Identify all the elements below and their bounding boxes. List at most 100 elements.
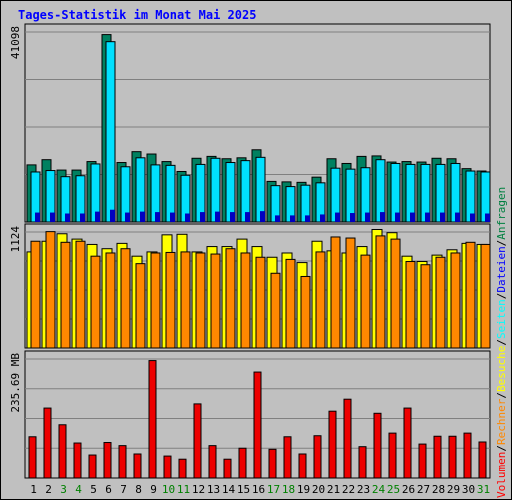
- bar-volumen-5: [88, 454, 97, 479]
- bar-dateien-28: [440, 212, 445, 222]
- bar-rechner-29: [450, 252, 461, 349]
- bar-dateien-29: [455, 212, 460, 222]
- bar-rechner-15: [240, 252, 251, 349]
- legend-rechner: Rechner: [495, 398, 508, 445]
- bar-volumen-23: [358, 446, 367, 479]
- bar-dateien-12: [200, 212, 205, 222]
- bar-volumen-18: [283, 436, 292, 479]
- x-tick-4: 4: [75, 483, 82, 496]
- x-tick-12: 12: [192, 483, 205, 496]
- x-tick-9: 9: [150, 483, 157, 496]
- bar-dateien-15: [245, 212, 250, 222]
- bar-volumen-2: [43, 407, 52, 479]
- bar-dateien-26: [410, 212, 415, 222]
- legend-volumen: Volumen: [495, 452, 508, 498]
- bar-rechner-11: [180, 251, 191, 349]
- bar-dateien-4: [80, 213, 85, 222]
- bar-volumen-14: [223, 458, 232, 479]
- bar-volumen-21: [328, 410, 337, 479]
- x-tick-14: 14: [222, 483, 236, 496]
- bar-rechner-27: [420, 264, 431, 349]
- bar-volumen-12: [193, 403, 202, 479]
- bar-volumen-29: [448, 435, 457, 479]
- bar-dateien-1: [35, 212, 40, 222]
- x-tick-6: 6: [105, 483, 112, 496]
- x-tick-16: 16: [252, 483, 265, 496]
- bar-dateien-18: [290, 215, 295, 222]
- bar-volumen-15: [238, 447, 247, 479]
- bar-dateien-21: [335, 212, 340, 222]
- bar-volumen-19: [298, 453, 307, 479]
- bar-dateien-20: [320, 214, 325, 222]
- bar-rechner-31: [480, 243, 491, 349]
- bar-volumen-7: [118, 445, 127, 479]
- bar-rechner-17: [270, 272, 281, 349]
- x-tick-20: 20: [312, 483, 325, 496]
- legend-separator: /: [495, 445, 508, 452]
- bar-volumen-1: [28, 436, 37, 479]
- bar-volumen-11: [178, 458, 187, 479]
- bar-volumen-24: [373, 412, 382, 479]
- bar-dateien-3: [65, 213, 70, 222]
- legend-seiten: Seiten: [495, 299, 508, 339]
- bar-dateien-17: [275, 215, 280, 222]
- legend: Volumen/Rechner/Besuche/Seiten/Dateien/A…: [495, 187, 508, 498]
- bar-volumen-25: [388, 432, 397, 479]
- bar-rechner-10: [165, 251, 176, 349]
- bar-rechner-7: [120, 248, 131, 349]
- bar-dateien-25: [395, 212, 400, 222]
- bar-dateien-13: [215, 211, 220, 222]
- legend-separator: /: [495, 339, 508, 346]
- bar-dateien-31: [485, 213, 490, 222]
- x-tick-26: 26: [402, 483, 415, 496]
- bar-volumen-17: [268, 448, 277, 479]
- bar-rechner-8: [135, 263, 146, 349]
- bar-dateien-24: [380, 212, 385, 222]
- bar-rechner-3: [60, 241, 71, 349]
- bar-volumen-13: [208, 445, 217, 479]
- x-tick-13: 13: [207, 483, 220, 496]
- bar-volumen-20: [313, 435, 322, 479]
- bar-seiten-6: [105, 41, 116, 223]
- chart-title: Tages-Statistik im Monat Mai 2025: [18, 8, 257, 22]
- x-tick-7: 7: [120, 483, 127, 496]
- bar-rechner-1: [30, 240, 41, 349]
- bar-rechner-19: [300, 275, 311, 349]
- bar-volumen-4: [73, 442, 82, 479]
- bar-volumen-8: [133, 453, 142, 479]
- bar-rechner-12: [195, 252, 206, 349]
- x-tick-28: 28: [432, 483, 445, 496]
- bar-rechner-16: [255, 256, 266, 349]
- bar-rechner-26: [405, 261, 416, 349]
- bar-rechner-21: [330, 236, 341, 349]
- bar-rechner-25: [390, 238, 401, 349]
- bar-rechner-24: [375, 235, 386, 349]
- bar-volumen-22: [343, 398, 352, 479]
- bar-volumen-16: [253, 371, 262, 479]
- bar-dateien-27: [425, 212, 430, 222]
- bar-dateien-19: [305, 215, 310, 222]
- x-tick-19: 19: [297, 483, 310, 496]
- legend-anfragen: Anfragen: [495, 187, 508, 240]
- x-tick-1: 1: [30, 483, 37, 496]
- bar-volumen-31: [478, 441, 487, 479]
- bar-volumen-3: [58, 424, 67, 479]
- x-tick-30: 30: [462, 483, 475, 496]
- bar-rechner-9: [150, 252, 161, 349]
- bar-dateien-10: [170, 212, 175, 222]
- bar-dateien-30: [470, 213, 475, 222]
- bar-volumen-27: [418, 443, 427, 479]
- x-tick-5: 5: [90, 483, 97, 496]
- x-tick-24: 24: [372, 483, 386, 496]
- bar-rechner-23: [360, 254, 371, 349]
- panel-1-ylabel: 41098: [9, 26, 22, 59]
- x-tick-8: 8: [135, 483, 142, 496]
- x-tick-27: 27: [417, 483, 430, 496]
- bar-dateien-16: [260, 211, 265, 222]
- bar-rechner-28: [435, 256, 446, 349]
- bar-rechner-20: [315, 251, 326, 349]
- x-tick-10: 10: [162, 483, 175, 496]
- x-tick-23: 23: [357, 483, 370, 496]
- bar-rechner-5: [90, 255, 101, 349]
